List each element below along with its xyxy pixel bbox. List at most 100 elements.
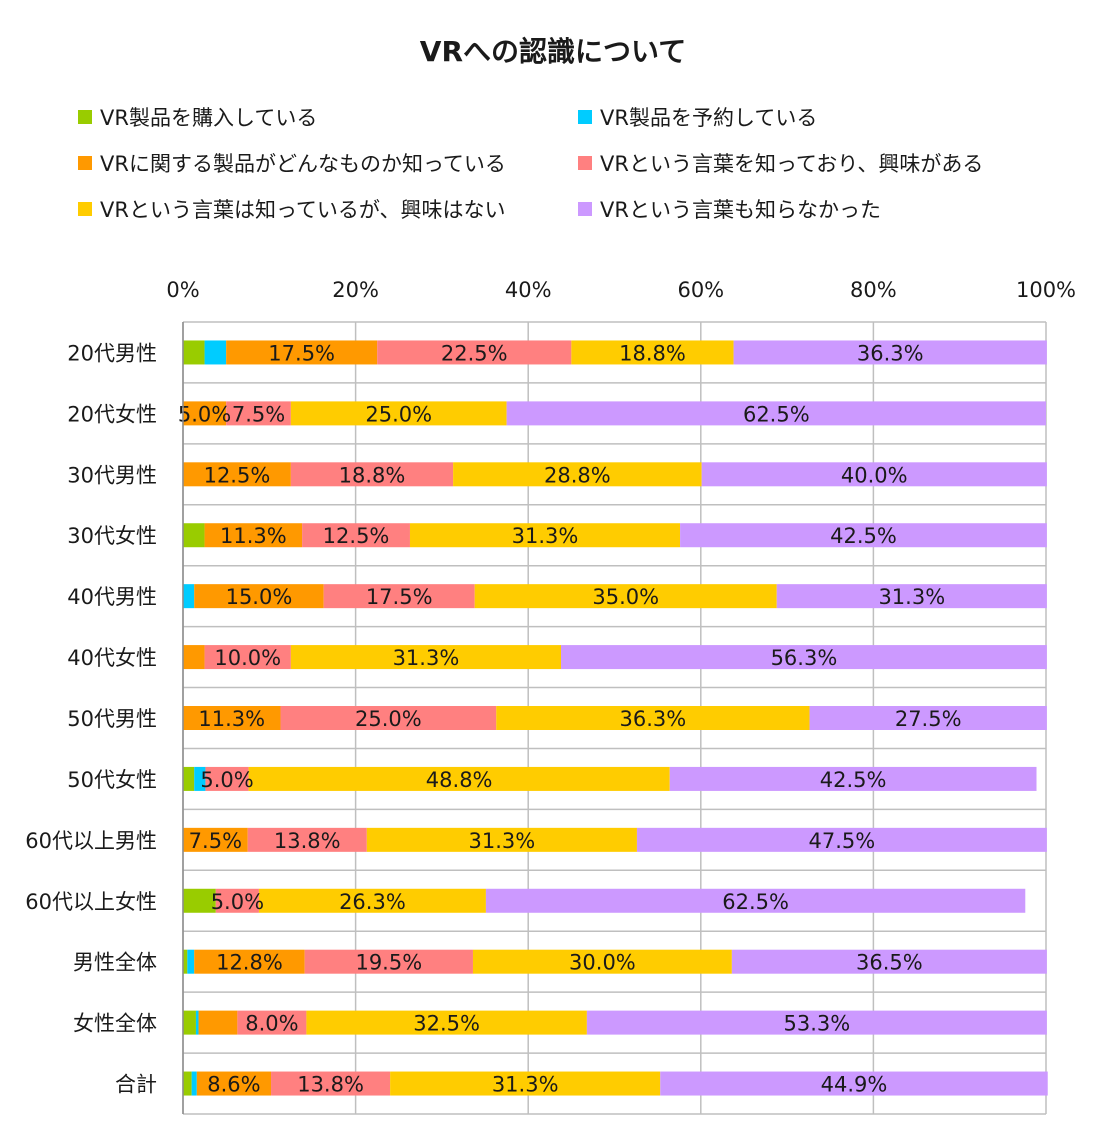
data-label: 8.0% — [245, 1012, 298, 1036]
data-label: 40.0% — [841, 463, 908, 487]
bar-segment — [226, 401, 291, 426]
data-label: 31.3% — [469, 829, 536, 853]
bar-segment — [194, 584, 324, 609]
bar-segment — [183, 462, 291, 487]
chart-title: VRへの認識について — [419, 35, 687, 68]
legend-label: VRという言葉も知らなかった — [600, 198, 881, 222]
bar-segment — [586, 1010, 1047, 1035]
bar-segment — [183, 949, 188, 974]
data-label: 31.3% — [512, 524, 579, 548]
bar-segment — [215, 888, 259, 913]
bar-segment — [409, 523, 681, 548]
data-label: 13.8% — [297, 1073, 364, 1097]
bar-segment — [258, 888, 486, 913]
data-label: 18.8% — [339, 463, 406, 487]
category-label: 20代女性 — [67, 402, 157, 426]
legend-label: VR製品を予約している — [600, 106, 818, 130]
data-label: 35.0% — [592, 585, 659, 609]
category-label: 合計 — [115, 1073, 157, 1097]
data-label: 12.5% — [323, 524, 390, 548]
category-label: 30代男性 — [67, 463, 157, 487]
bar-segment — [196, 1071, 272, 1096]
legend-item-5: VRという言葉は知っているが、興味はない — [78, 194, 506, 224]
bar-segment — [290, 401, 507, 426]
bar-segment — [323, 584, 475, 609]
data-label: 13.8% — [274, 829, 341, 853]
bar-segment — [306, 1010, 587, 1035]
bar-segment — [377, 340, 572, 365]
bar-segment — [183, 584, 195, 609]
bar-segment — [453, 462, 702, 487]
data-label: 5.0% — [178, 402, 231, 426]
data-label: 15.0% — [226, 585, 293, 609]
bar-segment — [204, 523, 303, 548]
bar-segment — [474, 584, 777, 609]
legend-swatch — [78, 156, 92, 170]
bar-segment — [183, 1010, 196, 1035]
data-label: 36.5% — [856, 951, 923, 975]
category-label: 50代男性 — [67, 707, 157, 731]
data-label: 31.3% — [878, 585, 945, 609]
legend-item-2: VR製品を予約している — [578, 102, 817, 132]
bar-segment — [183, 401, 227, 426]
legend-swatch — [578, 110, 592, 124]
bar-segment — [485, 888, 1026, 913]
data-label: 30.0% — [569, 951, 636, 975]
data-label: 17.5% — [268, 341, 335, 365]
x-tick-label: 40% — [505, 278, 552, 302]
data-label: 36.3% — [620, 707, 687, 731]
data-label: 62.5% — [722, 890, 789, 914]
bar-segment — [248, 766, 670, 791]
data-label: 12.8% — [216, 951, 283, 975]
legend-item-1: VR製品を購入している — [78, 102, 317, 132]
data-label: 25.0% — [355, 707, 422, 731]
bar-segment — [183, 706, 281, 730]
data-label: 5.0% — [211, 890, 264, 914]
legend-label: VRに関する製品がどんなものか知っている — [100, 152, 506, 176]
data-label: 19.5% — [355, 951, 422, 975]
category-label: 60代以上男性 — [25, 829, 157, 853]
bar-segment — [271, 1071, 391, 1096]
data-label: 36.3% — [857, 341, 924, 365]
bar-segment — [680, 523, 1047, 548]
data-label: 10.0% — [214, 646, 281, 670]
bar-segment — [290, 645, 561, 670]
bar-segment — [198, 1010, 238, 1035]
data-label: 22.5% — [441, 341, 508, 365]
bar-segment — [183, 766, 195, 791]
bar-segment — [660, 1071, 1048, 1096]
data-label: 47.5% — [809, 829, 876, 853]
bar-segment — [636, 827, 1047, 852]
x-tick-label: 60% — [677, 278, 724, 302]
data-label: 26.3% — [339, 890, 406, 914]
data-label: 7.5% — [232, 402, 285, 426]
data-label: 62.5% — [743, 402, 810, 426]
data-label: 28.8% — [544, 463, 611, 487]
bar-segment — [183, 645, 205, 670]
bar-segment — [701, 462, 1047, 487]
data-label: 17.5% — [366, 585, 433, 609]
data-label: 32.5% — [413, 1012, 480, 1036]
bar-segment — [280, 706, 497, 730]
bar-segment — [733, 340, 1047, 365]
category-label: 男性全体 — [73, 951, 157, 975]
legend: VR製品を購入している VR製品を予約している VRに関する製品がどんなものか知って… — [0, 0, 1106, 240]
bar-segment — [183, 888, 216, 913]
legend-label: VR製品を購入している — [100, 106, 318, 130]
category-label: 60代以上女性 — [25, 890, 157, 914]
bar-segment — [302, 523, 410, 548]
bar-segment — [731, 949, 1047, 974]
bar-segment — [290, 462, 454, 487]
bar-segment — [776, 584, 1047, 609]
legend-swatch — [578, 202, 592, 216]
bar-segment — [669, 766, 1037, 791]
data-label: 42.5% — [820, 768, 887, 792]
data-label: 25.0% — [365, 402, 432, 426]
bar-segment — [472, 949, 732, 974]
bar-segment — [237, 1010, 307, 1035]
data-label: 53.3% — [784, 1012, 851, 1036]
bar-segment — [204, 340, 227, 365]
bar-segment — [194, 766, 206, 791]
category-label: 20代男性 — [67, 341, 157, 365]
